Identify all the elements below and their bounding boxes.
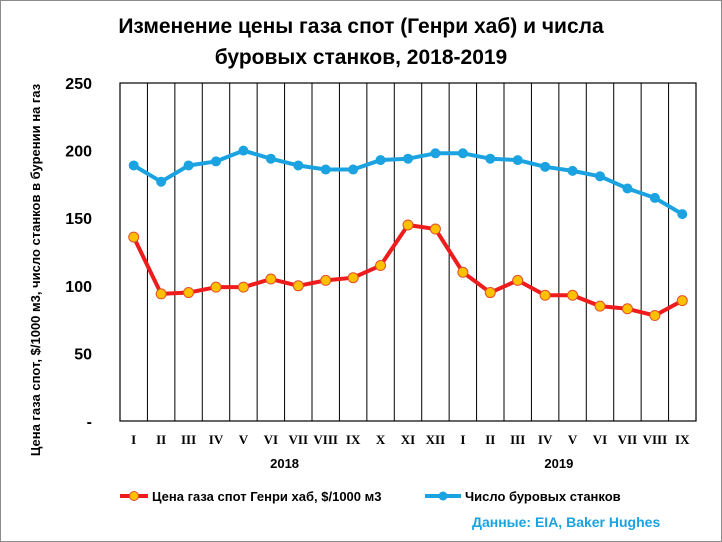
legend-label-price: Цена газа спот Генри хаб, $/1000 м3 — [152, 489, 381, 504]
x-tick-labels: I II III IV V VI VII VIII IX X XI XII I II III IV V VI VII… — [131, 432, 690, 447]
y-tick-label: 200 — [65, 144, 92, 161]
rigs-point — [320, 164, 331, 175]
year-labels: 2018 2019 — [270, 456, 573, 471]
x-tick-label: I — [460, 432, 465, 447]
x-tick-label: VI — [264, 432, 278, 447]
x-tick-label: IV — [538, 432, 553, 447]
rigs-point — [293, 160, 304, 171]
rigs-point — [485, 153, 496, 164]
price-point — [484, 287, 496, 299]
y-tick-label: - — [87, 414, 92, 431]
x-tick-label: VIII — [643, 432, 668, 447]
price-point — [237, 281, 249, 293]
x-tick-label: VI — [593, 432, 607, 447]
rigs-point — [677, 209, 688, 220]
rigs-point — [128, 160, 139, 171]
price-point — [320, 274, 332, 286]
rigs-point — [403, 153, 413, 164]
rigs-point — [156, 176, 167, 187]
rigs-point — [211, 156, 221, 167]
y-tick-label: 150 — [65, 211, 92, 228]
price-point — [210, 281, 222, 293]
rigs-point — [430, 148, 441, 159]
rigs-point — [540, 161, 551, 172]
legend-swatch-price-marker — [129, 491, 139, 501]
price-point — [183, 287, 195, 299]
price-point — [594, 300, 606, 312]
price-point — [539, 289, 551, 301]
price-point — [567, 289, 579, 301]
rigs-point — [595, 171, 605, 182]
legend: Цена газа спот Генри хаб, $/1000 м3 Числ… — [120, 489, 621, 504]
price-point — [128, 231, 140, 243]
y-axis-label: Цена газа спот, $/1000 м3, число станков… — [28, 83, 43, 456]
x-tick-label: IX — [675, 432, 690, 447]
price-point — [402, 219, 414, 231]
rigs-point — [567, 165, 578, 176]
price-point — [347, 272, 359, 284]
x-tick-label: I — [131, 432, 136, 447]
x-tick-label: III — [181, 432, 196, 447]
x-tick-label: VIII — [313, 432, 338, 447]
chart-title-line1: Изменение цены газа спот (Генри хаб) и ч… — [118, 15, 604, 38]
x-tick-label: VII — [289, 432, 309, 447]
rigs-point — [512, 155, 523, 166]
rigs-point — [649, 192, 660, 203]
y-tick-labels: - 50 100 150 200 250 — [65, 76, 92, 431]
plot-area — [119, 82, 697, 422]
x-tick-label: II — [156, 432, 166, 447]
x-tick-label: XI — [401, 432, 415, 447]
x-tick-label: III — [510, 432, 525, 447]
price-point — [676, 295, 688, 307]
rigs-point — [183, 160, 194, 171]
rigs-point — [348, 164, 359, 175]
rigs-point — [265, 153, 276, 164]
price-point — [375, 260, 387, 272]
y-tick-label: 100 — [65, 279, 92, 296]
price-point — [155, 288, 167, 300]
x-tick-label: IX — [346, 432, 361, 447]
x-tick-label: VII — [618, 432, 638, 447]
price-point — [649, 310, 661, 322]
grid-lines — [146, 83, 670, 421]
price-point — [265, 273, 277, 285]
x-tick-label: V — [239, 432, 249, 447]
price-point — [512, 274, 524, 286]
legend-swatch-rigs-marker — [438, 491, 448, 501]
y-tick-label: 50 — [74, 346, 92, 363]
year-label: 2018 — [270, 456, 299, 471]
x-tick-label: V — [568, 432, 578, 447]
price-point — [457, 266, 469, 278]
chart-title-line2: буровых станков, 2018-2019 — [215, 46, 508, 69]
price-point — [429, 223, 441, 235]
rigs-point — [622, 183, 633, 194]
price-point — [621, 303, 633, 315]
rigs-point — [457, 148, 468, 159]
source-note: Данные: EIA, Baker Hughes — [472, 514, 660, 530]
x-tick-label: XII — [426, 432, 446, 447]
rigs-point — [238, 145, 249, 156]
rigs-point — [375, 155, 386, 166]
legend-label-rigs: Число буровых станков — [465, 489, 621, 504]
x-tick-label: II — [485, 432, 495, 447]
price-point — [292, 280, 304, 292]
x-tick-label: IV — [209, 432, 224, 447]
year-label: 2019 — [544, 456, 573, 471]
y-tick-label: 250 — [65, 76, 92, 93]
x-tick-label: X — [376, 432, 386, 447]
series-group — [128, 145, 688, 322]
